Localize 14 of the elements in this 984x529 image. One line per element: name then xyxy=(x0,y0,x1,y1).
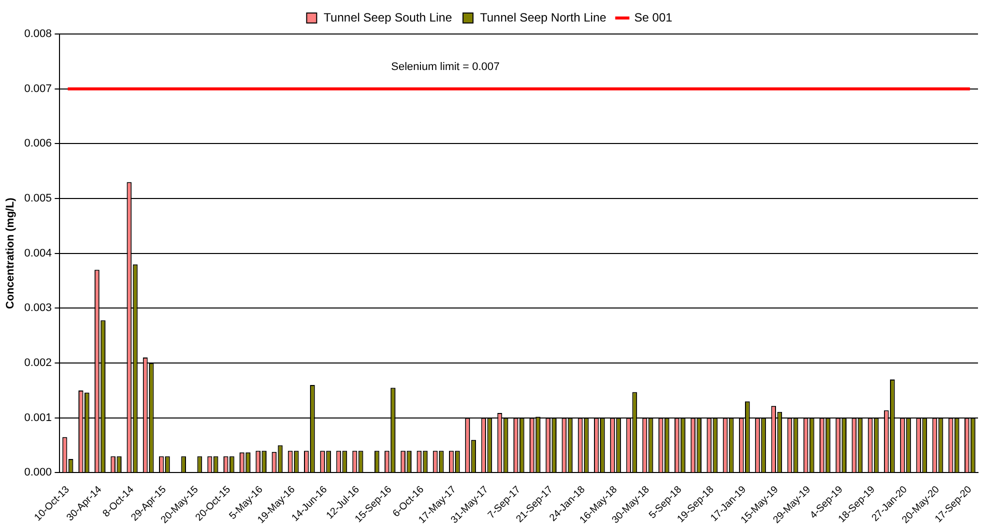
y-tick-label: 0.007 xyxy=(24,82,52,95)
y-tick-label: 0.002 xyxy=(24,357,52,370)
annotation: Selenium limit = 0.007 xyxy=(391,60,500,73)
legend-label: Se 001 xyxy=(634,10,673,24)
y-tick-label: 0.008 xyxy=(24,28,52,40)
y-tick-label: 0.005 xyxy=(24,192,52,205)
y-tick-label: 0.004 xyxy=(24,247,52,260)
y-tick-label: 0.000 xyxy=(24,466,52,479)
y-tick-label: 0.001 xyxy=(24,412,52,424)
y-tick-label: 0.003 xyxy=(24,302,52,314)
legend-label: Tunnel Seep North Line xyxy=(480,10,607,24)
legend-label: Tunnel Seep South Line xyxy=(324,10,452,24)
y-axis-title: Concentration (mg/L) xyxy=(4,197,17,309)
y-tick-label: 0.006 xyxy=(24,138,52,150)
